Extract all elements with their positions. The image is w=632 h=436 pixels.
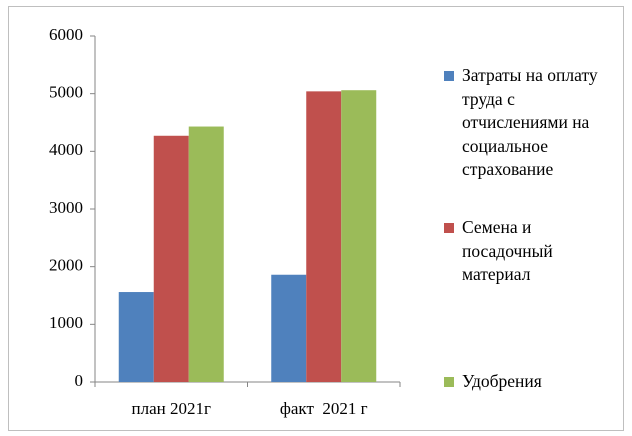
legend-swatch — [444, 377, 454, 387]
x-tick-label: факт 2021 г — [280, 399, 368, 418]
legend-item: Удобрения — [444, 370, 602, 394]
y-tick-label: 0 — [75, 371, 84, 390]
y-tick-label: 1000 — [49, 313, 83, 332]
chart-border — [8, 6, 624, 431]
y-tick-label: 2000 — [49, 256, 83, 275]
bar — [153, 135, 189, 382]
bar — [306, 91, 342, 383]
bar — [188, 126, 224, 382]
legend-label: Семена и посадочный материал — [462, 217, 553, 284]
legend-label: Удобрения — [462, 371, 542, 391]
y-tick-label: 6000 — [49, 25, 83, 44]
legend-item: Семена и посадочный материал — [444, 216, 602, 287]
x-tick-label: план 2021г — [132, 399, 211, 418]
bar — [118, 292, 154, 382]
legend-swatch — [444, 71, 454, 81]
legend-item: Затраты на оплату труда с отчислениями н… — [444, 64, 602, 182]
bar — [341, 90, 377, 382]
y-tick-label: 4000 — [49, 140, 83, 159]
bar — [271, 274, 307, 382]
legend-swatch — [444, 223, 454, 233]
y-tick-label: 3000 — [49, 198, 83, 217]
legend-label: Затраты на оплату труда с отчислениями н… — [462, 65, 598, 179]
y-tick-label: 5000 — [49, 83, 83, 102]
